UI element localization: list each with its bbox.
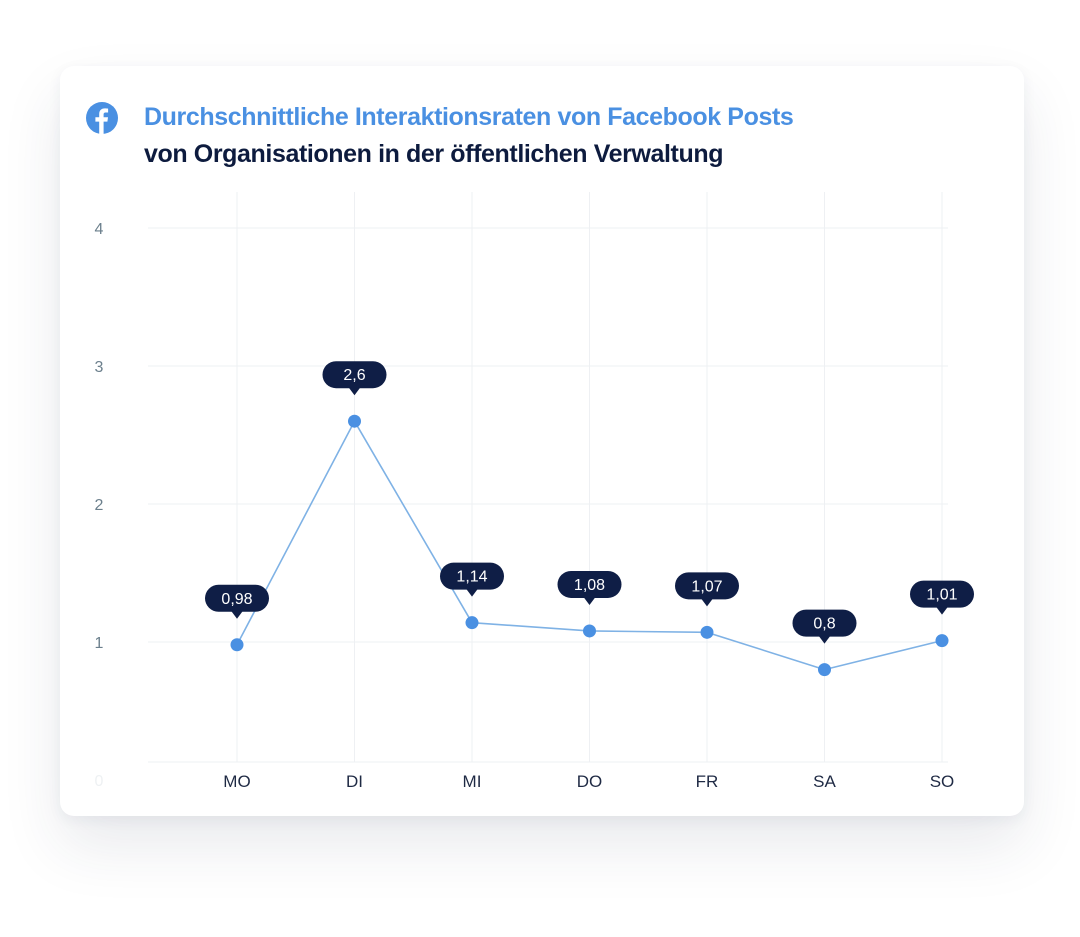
data-label-bubble [792, 609, 857, 637]
x-tick-label: SA [813, 772, 836, 791]
data-label-bubble [675, 572, 739, 600]
chart-subtitle: von Organisationen in der öffentlichen V… [144, 140, 724, 168]
data-label-bubble [910, 580, 974, 608]
data-point [348, 414, 361, 428]
data-label-text: 0,8 [813, 616, 835, 633]
data-label-pointer [936, 606, 948, 615]
y-tick-label: 0 [95, 773, 104, 790]
data-point [465, 616, 479, 630]
y-tick-label: 3 [95, 359, 104, 376]
data-label-bubble [557, 570, 622, 598]
data-point [818, 663, 831, 677]
x-axis-ticks: MO DI MI DO FR SA SO [223, 772, 954, 791]
data-label-bubble [322, 361, 387, 389]
data-label-text: 1,14 [456, 569, 487, 586]
data-label-bubble [440, 562, 504, 590]
x-tick-label: SO [930, 772, 955, 791]
grid [148, 192, 948, 763]
data-label: 1,14 [440, 562, 504, 597]
data-label-text: 2,6 [343, 367, 365, 384]
data-label-pointer [701, 598, 713, 607]
data-points [230, 414, 949, 677]
facebook-icon [86, 102, 118, 134]
data-label-text: 0,98 [221, 591, 252, 608]
data-label-pointer [348, 387, 361, 396]
y-tick-label: 2 [95, 497, 104, 514]
x-tick-label: MO [223, 772, 250, 791]
data-label: 1,07 [675, 572, 739, 607]
x-tick-label: DI [346, 772, 363, 791]
data-label: 0,98 [205, 584, 269, 619]
data-label-pointer [466, 588, 478, 597]
y-tick-label: 4 [95, 221, 104, 238]
data-point [700, 625, 714, 639]
data-point [583, 624, 596, 638]
data-label: 2,6 [322, 361, 387, 396]
y-tick-label: 1 [95, 635, 104, 652]
data-label-text: 1,08 [574, 577, 605, 594]
data-label-pointer [818, 635, 831, 644]
data-label: 1,08 [557, 570, 622, 605]
x-tick-label: MI [463, 772, 482, 791]
data-point [935, 634, 949, 648]
data-label-text: 1,01 [926, 587, 957, 604]
x-tick-label: FR [696, 772, 719, 791]
data-label-text: 1,07 [691, 578, 722, 595]
data-point [230, 638, 244, 652]
chart-title: Durchschnittliche Interaktionsraten von … [144, 103, 794, 131]
y-axis-ticks: 0 1 2 3 4 [95, 221, 104, 790]
x-tick-label: DO [577, 772, 603, 791]
data-label-pointer [231, 610, 243, 619]
data-label-pointer [583, 596, 596, 605]
data-labels: 0,98 2,6 1,14 1,08 1,07 0,8 1,01 [205, 361, 974, 644]
chart-card [60, 66, 1024, 816]
data-label: 1,01 [910, 580, 974, 615]
data-label: 0,8 [792, 609, 857, 644]
data-label-bubble [205, 584, 269, 612]
